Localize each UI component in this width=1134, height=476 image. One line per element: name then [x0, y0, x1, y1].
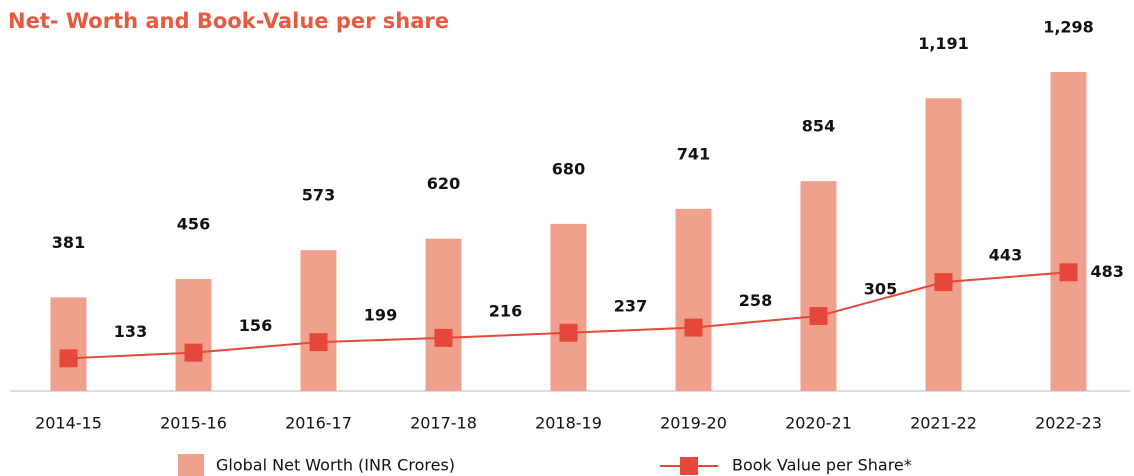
- bar: [925, 98, 962, 391]
- bar: [50, 297, 87, 391]
- line-marker: [809, 307, 828, 326]
- line-value-label: 305: [864, 280, 897, 299]
- x-tick-label: 2016-17: [285, 414, 352, 433]
- bar-value-label: 381: [52, 233, 85, 252]
- bar-value-label: 456: [177, 214, 210, 233]
- bar: [675, 208, 712, 391]
- x-tick-label: 2020-21: [785, 414, 852, 433]
- legend-swatch: [178, 454, 204, 476]
- x-tick-label: 2022-23: [1035, 414, 1102, 433]
- chart-title: Net- Worth and Book-Value per share: [8, 9, 449, 33]
- bar: [1050, 71, 1087, 391]
- x-tick-label: 2015-16: [160, 414, 227, 433]
- line-value-label: 237: [614, 296, 647, 315]
- bar: [425, 238, 462, 391]
- line-marker: [934, 273, 953, 292]
- line-value-label: 199: [364, 306, 397, 325]
- bar-value-label: 680: [552, 159, 585, 178]
- x-tick-label: 2019-20: [660, 414, 727, 433]
- x-tick-label: 2017-18: [410, 414, 477, 433]
- line-marker: [59, 349, 78, 368]
- bar-value-label: 1,298: [1043, 18, 1094, 37]
- bar: [300, 250, 337, 391]
- x-tick-label: 2021-22: [910, 414, 977, 433]
- bar-value-label: 573: [302, 186, 335, 205]
- line-value-label: 216: [489, 301, 522, 320]
- bar: [550, 223, 587, 391]
- line-value-label: 156: [239, 316, 272, 335]
- line-value-label: 258: [739, 291, 772, 310]
- line-value-label: 483: [1091, 262, 1124, 281]
- x-tick-label: 2018-19: [535, 414, 602, 433]
- line-marker: [559, 323, 578, 342]
- line-marker: [434, 328, 453, 347]
- bar-value-label: 741: [677, 144, 710, 163]
- bar-value-label: 1,191: [918, 34, 969, 53]
- line-value-label: 443: [989, 246, 1022, 265]
- line-marker: [1059, 263, 1078, 282]
- bar: [800, 181, 837, 391]
- bar: [175, 278, 212, 391]
- x-tick-label: 2014-15: [35, 414, 102, 433]
- bar-value-label: 620: [427, 174, 460, 193]
- line-marker: [684, 318, 703, 337]
- line-marker: [184, 343, 203, 362]
- line-marker: [309, 333, 328, 352]
- legend-swatch: [680, 457, 698, 475]
- legend-label: Global Net Worth (INR Crores): [216, 456, 455, 475]
- legend-label: Book Value per Share*: [732, 456, 912, 475]
- line-value-label: 133: [114, 322, 147, 341]
- bar-value-label: 854: [802, 117, 835, 136]
